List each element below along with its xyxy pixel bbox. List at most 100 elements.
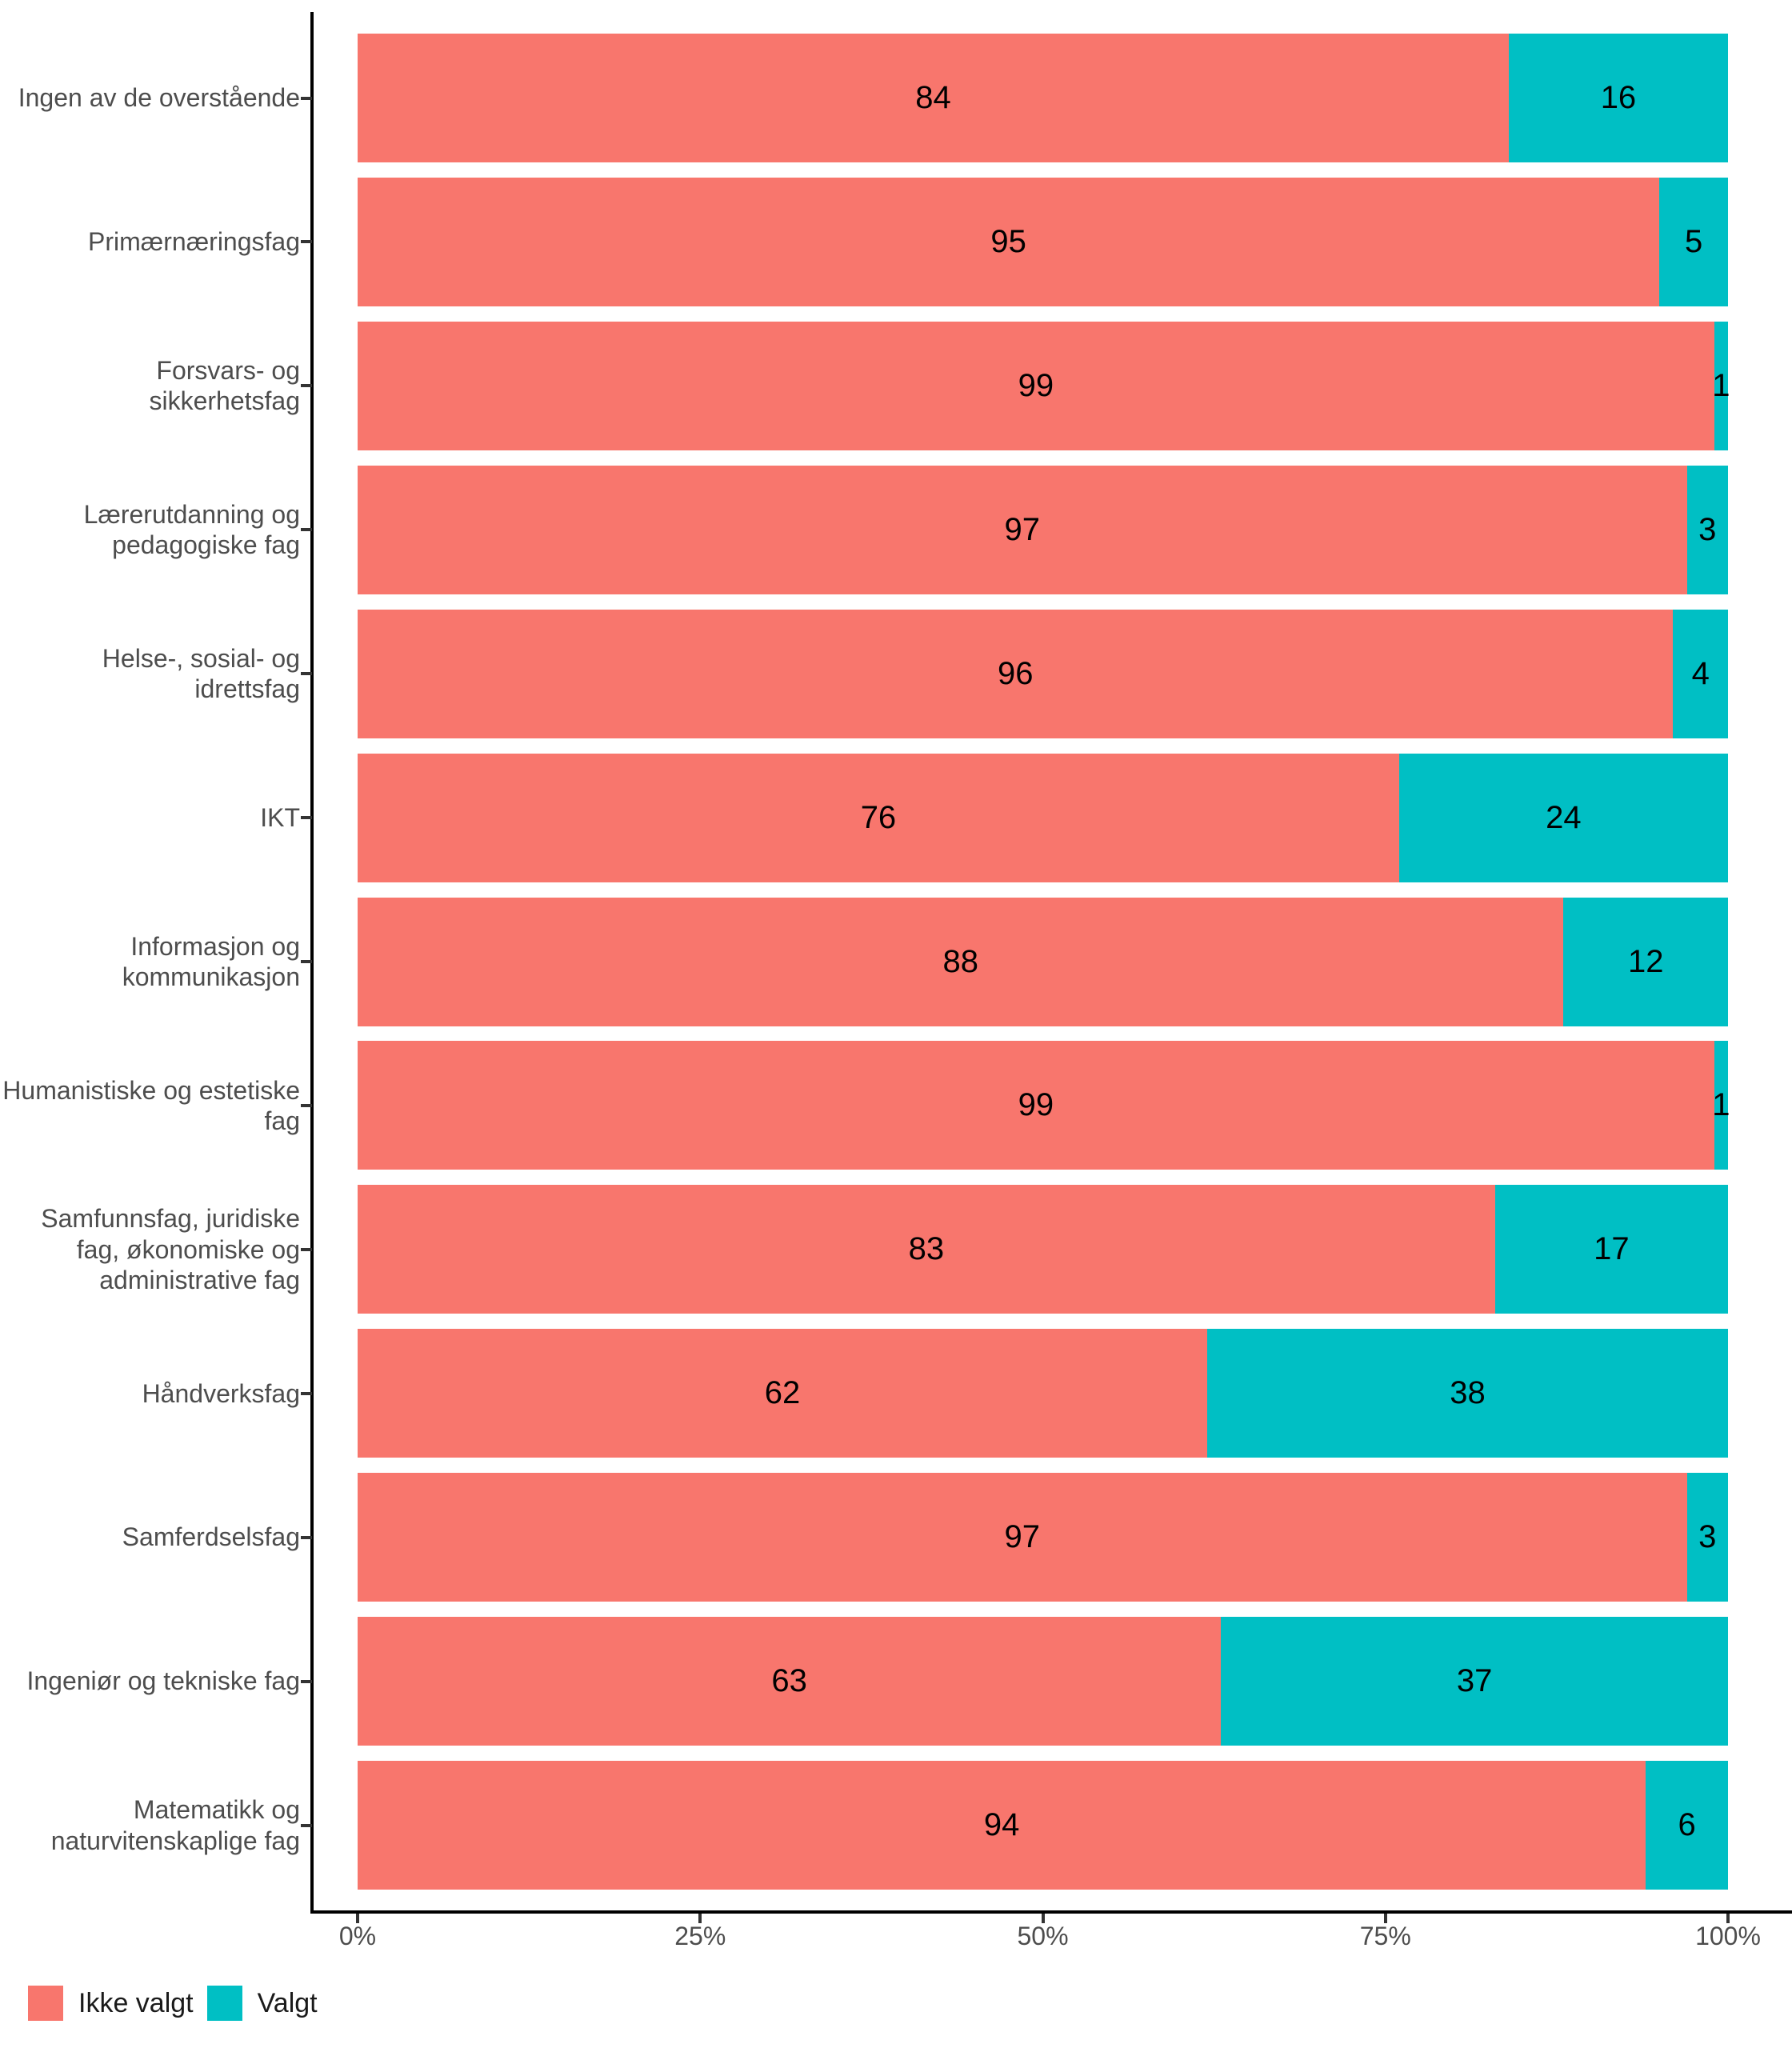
bar-row: Humanistiske og estetiske fag 99 1 xyxy=(0,1041,1792,1170)
bar-value-label: 16 xyxy=(1600,80,1637,115)
y-axis-tick xyxy=(301,528,312,532)
category-label: Samferdselsfag xyxy=(122,1522,300,1552)
bar-segment-ikke-valgt: 94 xyxy=(358,1761,1646,1890)
category-label: Samfunnsfag, juridiske fag, økonomiske o… xyxy=(41,1204,300,1295)
bar-value-label: 37 xyxy=(1456,1663,1493,1699)
legend-swatch-valgt xyxy=(206,1986,242,2021)
legend-item-valgt: Valgt xyxy=(206,1986,331,2021)
bar-segment-valgt: 6 xyxy=(1646,1761,1728,1890)
bar-segment-ikke-valgt: 88 xyxy=(358,897,1564,1026)
bar-segment-valgt: 5 xyxy=(1659,177,1728,306)
bar-segment-valgt: 1 xyxy=(1712,1041,1730,1170)
x-axis-tick-label: 25% xyxy=(674,1922,726,1950)
x-axis-tick-label: 0% xyxy=(338,1922,377,1950)
y-axis-tick xyxy=(301,672,312,676)
bar-value-label: 63 xyxy=(771,1663,807,1699)
bar-value-label: 83 xyxy=(908,1231,945,1267)
y-axis-tick xyxy=(301,1391,312,1395)
y-axis-tick xyxy=(301,816,312,820)
bar-value-label: 99 xyxy=(1018,1087,1054,1123)
category-label: IKT xyxy=(260,802,300,832)
bar-row: IKT 76 24 xyxy=(0,753,1792,882)
bar-row: Informasjon og kommunikasjon 88 12 xyxy=(0,897,1792,1026)
bar-segment-ikke-valgt: 95 xyxy=(358,177,1660,306)
y-axis-tick xyxy=(301,1823,312,1827)
bar-segment-valgt: 3 xyxy=(1686,465,1728,594)
y-axis-tick xyxy=(301,384,312,388)
x-axis-tick xyxy=(1726,1914,1730,1923)
bar-row: Matematikk og naturvitenskaplige fag 94 6 xyxy=(0,1761,1792,1890)
bar-value-label: 3 xyxy=(1698,1519,1717,1555)
bar-row: Håndverksfag 62 38 xyxy=(0,1329,1792,1458)
category-label: Håndverksfag xyxy=(142,1378,300,1408)
bar-value-label: 97 xyxy=(1004,511,1041,547)
x-axis-tick-label: 100% xyxy=(1695,1922,1761,1950)
bar-value-label: 6 xyxy=(1678,1807,1696,1843)
y-axis-tick xyxy=(301,96,312,100)
bar-segment-valgt: 1 xyxy=(1712,321,1730,450)
bar-segment-ikke-valgt: 99 xyxy=(358,1041,1714,1170)
bar-row: Samferdselsfag 97 3 xyxy=(0,1473,1792,1602)
category-label: Ingen av de overstående xyxy=(18,83,300,113)
bar-row: Primærnæringsfag 95 5 xyxy=(0,177,1792,306)
category-label: Matematikk og naturvitenskaplige fag xyxy=(50,1795,300,1855)
y-axis-tick xyxy=(301,1535,312,1539)
y-axis-tick xyxy=(301,1103,312,1107)
bar-segment-ikke-valgt: 96 xyxy=(358,609,1674,738)
bar-value-label: 24 xyxy=(1546,799,1582,835)
x-axis-tick xyxy=(356,1914,359,1923)
bar-value-label: 99 xyxy=(1018,367,1054,403)
x-axis-tick xyxy=(1041,1914,1045,1923)
x-axis-tick xyxy=(698,1914,702,1923)
bar-value-label: 17 xyxy=(1594,1231,1630,1267)
category-label: Helse-, sosial- og idrettsfag xyxy=(102,643,300,704)
category-label: Forsvars- og sikkerhetsfag xyxy=(149,355,300,416)
legend-item-ikke-valgt: Ikke valgt xyxy=(28,1986,207,2021)
bar-segment-valgt: 38 xyxy=(1207,1329,1728,1458)
bar-row: Helse-, sosial- og idrettsfag 96 4 xyxy=(0,609,1792,738)
bar-value-label: 95 xyxy=(990,223,1026,259)
category-label: Primærnæringsfag xyxy=(88,227,300,257)
bar-value-label: 12 xyxy=(1627,943,1664,979)
legend-label: Ikke valgt xyxy=(78,1987,194,2018)
bar-row: Ingeniør og tekniske fag 63 37 xyxy=(0,1617,1792,1746)
bar-value-label: 76 xyxy=(860,799,897,835)
bar-segment-ikke-valgt: 97 xyxy=(358,1473,1687,1602)
y-axis-tick xyxy=(301,960,312,964)
legend: Ikke valgt Valgt xyxy=(28,1986,331,2021)
bar-segment-ikke-valgt: 97 xyxy=(358,465,1687,594)
bar-row: Lærerutdanning og pedagogiske fag 97 3 xyxy=(0,465,1792,594)
bar-value-label: 88 xyxy=(942,943,978,979)
category-label: Informasjon og kommunikasjon xyxy=(122,931,300,992)
bar-segment-valgt: 3 xyxy=(1686,1473,1728,1602)
bar-segment-ikke-valgt: 62 xyxy=(358,1329,1208,1458)
y-axis-tick xyxy=(301,1679,312,1683)
bar-row: Forsvars- og sikkerhetsfag 99 1 xyxy=(0,321,1792,450)
category-label: Ingeniør og tekniske fag xyxy=(26,1666,300,1696)
legend-swatch-ikke-valgt xyxy=(28,1986,63,2021)
bar-segment-ikke-valgt: 76 xyxy=(358,753,1399,882)
category-label: Humanistiske og estetiske fag xyxy=(2,1075,300,1135)
category-label: Lærerutdanning og pedagogiske fag xyxy=(83,499,300,560)
bar-value-label: 84 xyxy=(915,80,951,115)
bar-segment-valgt: 24 xyxy=(1398,753,1728,882)
bar-segment-valgt: 12 xyxy=(1563,897,1728,1026)
y-axis-tick xyxy=(301,1247,312,1251)
x-axis-tick-label: 75% xyxy=(1359,1922,1411,1950)
bar-segment-ikke-valgt: 63 xyxy=(358,1617,1222,1746)
bar-value-label: 96 xyxy=(997,655,1034,691)
bar-value-label: 97 xyxy=(1004,1519,1041,1555)
bar-segment-ikke-valgt: 84 xyxy=(358,34,1509,162)
x-axis-tick xyxy=(1383,1914,1387,1923)
bar-row: Ingen av de overstående 84 16 xyxy=(0,34,1792,162)
x-axis-tick-label: 50% xyxy=(1017,1922,1069,1950)
bar-segment-valgt: 37 xyxy=(1221,1617,1728,1746)
bar-value-label: 1 xyxy=(1712,1087,1730,1123)
bar-segment-valgt: 4 xyxy=(1673,609,1728,738)
bar-segment-ikke-valgt: 99 xyxy=(358,321,1714,450)
bar-value-label: 5 xyxy=(1685,223,1703,259)
bar-value-label: 94 xyxy=(983,1807,1020,1843)
bar-value-label: 62 xyxy=(764,1375,801,1411)
x-axis-line xyxy=(310,1910,1792,1914)
